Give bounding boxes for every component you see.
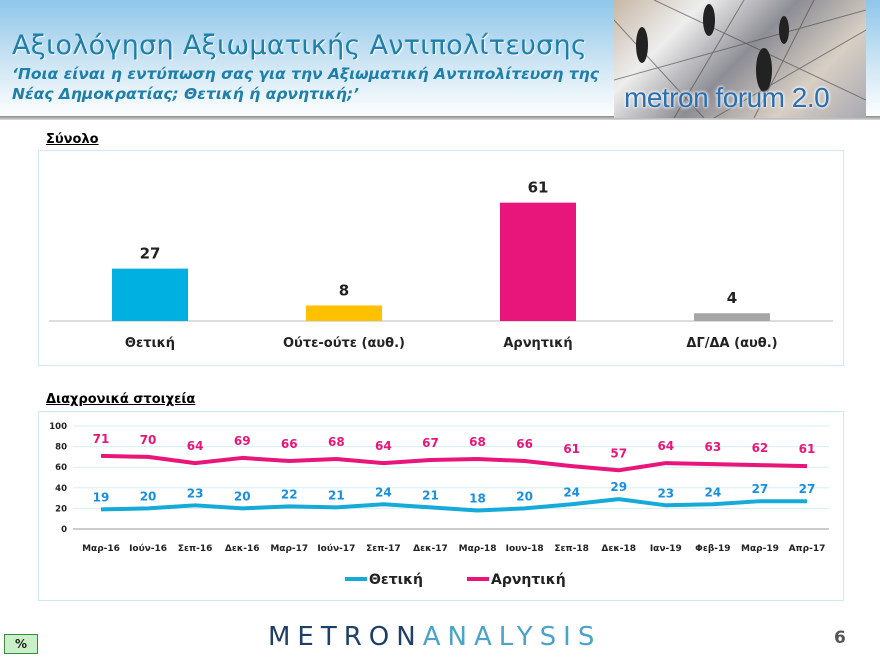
page-title: Αξιολόγηση Αξιωματικής Αντιπολίτευσης xyxy=(12,30,588,61)
y-tick-label: 60 xyxy=(55,463,67,473)
metron-forum-logo: metron forum 2.0 xyxy=(614,0,866,118)
data-label: 20 xyxy=(140,489,157,503)
line-chart: 0 20 40 60 80 100 Μαρ-16 Ιούν-16 Σεπ-16 Δεκ-16 Μαρ… xyxy=(49,422,829,588)
data-label: 64 xyxy=(657,439,674,453)
data-label: 22 xyxy=(281,487,298,501)
bar-category-label: ΔΓ/ΔΑ (αυθ.) xyxy=(686,336,777,351)
data-label: 24 xyxy=(375,485,392,499)
data-label: 27 xyxy=(799,482,816,496)
page-subtitle: ‘Ποια είναι η εντύπωση σας για την Αξιωμ… xyxy=(12,65,599,103)
y-tick-label: 20 xyxy=(55,504,67,514)
page-number: 6 xyxy=(834,628,846,648)
data-label: 62 xyxy=(752,441,769,455)
section-trend-label: Διαχρονικά στοιχεία xyxy=(46,392,196,407)
y-tick-label: 40 xyxy=(55,484,67,494)
bar-value-label: 4 xyxy=(727,289,737,307)
data-label: 64 xyxy=(187,439,204,453)
x-tick-label: Μαρ-17 xyxy=(270,544,308,554)
data-label: 29 xyxy=(610,480,627,494)
section-total-label: Σύνολο xyxy=(46,132,99,147)
series-line-1 xyxy=(100,453,808,473)
data-label: 63 xyxy=(705,440,722,454)
x-tick-label: Μαρ-18 xyxy=(459,544,497,554)
data-label: 23 xyxy=(657,486,674,500)
x-tick-label: Δεκ-16 xyxy=(225,544,260,554)
y-tick-label: 100 xyxy=(49,422,67,432)
x-tick-label: Σεπ-18 xyxy=(554,544,589,554)
data-label: 57 xyxy=(610,446,627,460)
logo-photo xyxy=(614,0,866,118)
brand-part1: METRON xyxy=(268,622,423,652)
header-divider xyxy=(0,116,880,120)
data-label: 20 xyxy=(516,489,533,503)
data-label: 19 xyxy=(93,490,110,504)
bar-category-label: Θετική xyxy=(125,336,175,351)
bar-value-label: 61 xyxy=(528,179,549,197)
data-label: 67 xyxy=(422,436,439,450)
data-label: 68 xyxy=(328,435,345,449)
data-label: 23 xyxy=(187,486,204,500)
series-line-0 xyxy=(100,497,807,513)
data-label: 68 xyxy=(469,435,486,449)
x-tick-label: Δεκ-17 xyxy=(413,544,448,554)
legend-label: Αρνητική xyxy=(491,572,566,588)
bar-value-label: 27 xyxy=(140,245,161,263)
bar-category-label: Αρνητική xyxy=(503,336,572,351)
bar-1 xyxy=(306,305,382,321)
data-label: 21 xyxy=(328,488,345,502)
data-label: 24 xyxy=(563,485,580,499)
x-tick-label: Μαρ-19 xyxy=(741,544,779,554)
x-tick-label: Σεπ-16 xyxy=(178,544,213,554)
data-label: 21 xyxy=(422,488,439,502)
legend-label: Θετική xyxy=(369,572,423,588)
bar-category-label: Ούτε-ούτε (αυθ.) xyxy=(283,336,405,351)
data-label: 18 xyxy=(469,491,486,505)
data-label: 61 xyxy=(563,442,580,456)
data-label: 24 xyxy=(705,485,722,499)
bar-value-label: 8 xyxy=(339,281,349,299)
x-tick-label: Ιαν-19 xyxy=(650,544,682,554)
data-label: 64 xyxy=(375,439,392,453)
bar-chart-panel: 27 Θετική 8 Ούτε-ούτε (αυθ.) 61 Αρνητική 4 ΔΓ/Δ… xyxy=(38,150,844,366)
data-label: 20 xyxy=(234,489,251,503)
data-label: 70 xyxy=(140,433,157,447)
bar-chart: 27 Θετική 8 Ούτε-ούτε (αυθ.) 61 Αρνητική 4 ΔΓ/Δ… xyxy=(49,179,833,351)
data-label: 71 xyxy=(93,432,110,446)
data-label: 69 xyxy=(234,434,251,448)
x-tick-label: Δεκ-18 xyxy=(601,544,636,554)
line-chart-panel: 0 20 40 60 80 100 Μαρ-16 Ιούν-16 Σεπ-16 Δεκ-16 Μαρ… xyxy=(38,411,844,601)
logo-text: metron forum 2.0 xyxy=(624,82,830,113)
x-tick-label: Ιουν-18 xyxy=(506,544,544,554)
metron-analysis-logo: METRONANALYSIS xyxy=(268,622,601,652)
data-label: 61 xyxy=(799,442,816,456)
y-tick-label: 80 xyxy=(55,443,67,453)
bar-3 xyxy=(694,313,770,321)
brand-part2: ANALYSIS xyxy=(422,622,602,652)
x-tick-label: Φεβ-19 xyxy=(695,544,730,554)
percent-badge: % xyxy=(4,634,38,654)
x-tick-label: Σεπ-17 xyxy=(366,544,401,554)
bar-0 xyxy=(112,268,188,321)
data-label: 66 xyxy=(516,437,533,451)
x-tick-label: Απρ-17 xyxy=(789,544,826,554)
x-tick-label: Μαρ-16 xyxy=(82,544,120,554)
bar-2 xyxy=(500,202,576,321)
x-tick-label: Ιούν-16 xyxy=(129,544,167,554)
x-tick-label: Ιούν-17 xyxy=(317,544,355,554)
data-label: 27 xyxy=(752,482,769,496)
data-label: 66 xyxy=(281,437,298,451)
y-tick-label: 0 xyxy=(61,525,67,535)
